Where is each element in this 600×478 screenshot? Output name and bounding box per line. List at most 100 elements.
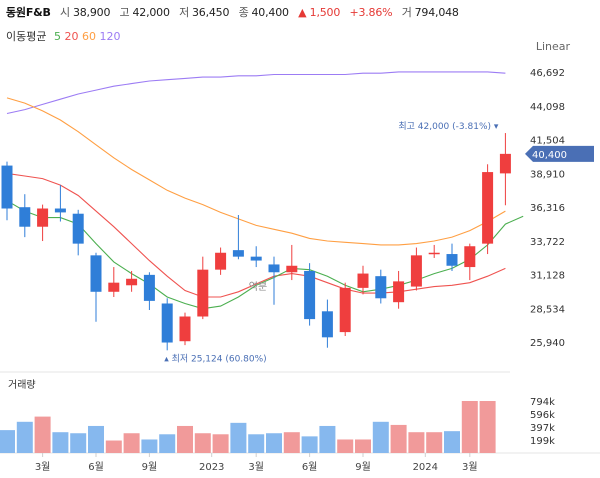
candle-body [250, 256, 262, 261]
volume-bar [123, 433, 140, 453]
low-label: 저 [179, 6, 189, 19]
y-tick-label: 41,504 [530, 136, 565, 147]
volume-bar [0, 430, 15, 453]
volume-bar [390, 424, 407, 453]
moving-average-legend[interactable]: 이동평균 5 20 60 120 [6, 28, 120, 44]
y-tick-label: 44,098 [530, 102, 565, 113]
volume-bar [212, 434, 229, 453]
low-value: 36,450 [191, 6, 230, 19]
x-tick-label: 9월 [355, 461, 371, 473]
volume-bar [355, 439, 371, 453]
ma-5: 5 [53, 30, 61, 43]
candle-body [428, 252, 440, 255]
volume-title: 거래량 [8, 379, 36, 391]
candle-body [90, 255, 102, 292]
candle-body [72, 213, 84, 244]
candle-body [482, 172, 494, 244]
candle-body [232, 250, 244, 257]
candle-body [268, 264, 280, 273]
ma20-line [6, 172, 506, 298]
volume-bar [230, 422, 247, 453]
stock-name: 동원F&B [6, 6, 51, 19]
candle-body [304, 270, 316, 320]
candle-body [357, 273, 369, 288]
candle-body [1, 165, 13, 209]
x-tick-label: 3월 [35, 461, 51, 473]
volume-bar [70, 433, 87, 453]
max-price-annotation: 최고 42,000 (-3.81%) ▾ [398, 121, 498, 132]
volume-label: 거 [401, 6, 412, 19]
volume-value: 794,048 [414, 6, 459, 19]
x-tick-label: 9월 [142, 461, 158, 473]
volume-bar [408, 432, 425, 453]
y-tick-label: 46,692 [530, 68, 565, 79]
y-tick-label: 28,534 [530, 304, 565, 315]
volume-tick-label: 199k [530, 436, 555, 447]
volume-bar [16, 421, 33, 453]
candle-body [54, 208, 66, 213]
close-value: 40,400 [251, 6, 289, 19]
volume-bar [283, 432, 300, 453]
x-tick-label: 6월 [88, 461, 104, 473]
change-value: ▲ 1,500 [298, 6, 341, 19]
volume-bar [444, 431, 460, 453]
volume-bar [372, 421, 389, 453]
ma-120: 120 [99, 30, 121, 43]
x-tick-label: 6월 [302, 461, 318, 473]
candle-body [37, 208, 49, 227]
last-price-marker [525, 145, 594, 162]
volume-bar [301, 436, 318, 453]
change-percent: +3.86% [349, 6, 393, 19]
candle-body [197, 269, 209, 317]
y-tick-label: 31,128 [530, 271, 565, 282]
x-tick-label: 3월 [248, 461, 264, 473]
candle-body [126, 278, 138, 286]
candle-body [464, 246, 476, 268]
candle-body [19, 207, 31, 227]
volume-bar [479, 401, 496, 453]
scale-mode-toggle[interactable]: Linear [535, 40, 570, 53]
volume-bar [426, 432, 443, 453]
ma120-line [6, 71, 506, 115]
volume-bar [461, 401, 478, 453]
ma-60: 60 [81, 30, 96, 43]
candle-body [446, 254, 458, 266]
candle-body [339, 287, 351, 333]
candle-body [499, 153, 511, 174]
stock-header: 동원F&B 시 38,900 고 42,000 저 36,450 종 40,400 ▲ … [6, 4, 465, 20]
x-tick-label: 3월 [462, 461, 478, 473]
candle-body [108, 282, 120, 292]
min-price-annotation: ▴ 최저 25,124 (60.80%) [164, 354, 267, 365]
candle-body [286, 265, 298, 273]
y-tick-label: 38,910 [530, 169, 565, 180]
volume-bar [34, 416, 51, 453]
y-tick-label: 25,940 [530, 338, 565, 349]
candle-body [410, 255, 422, 287]
ma-20: 20 [64, 30, 79, 43]
volume-bar [88, 425, 104, 453]
candle-body [161, 303, 173, 343]
candle-body [143, 274, 155, 301]
candle-body [179, 316, 191, 342]
candle-body [321, 311, 333, 338]
y-tick-label: 33,722 [530, 237, 565, 248]
volume-bar [319, 425, 336, 453]
volume-bar [248, 434, 265, 453]
candle-body [375, 276, 387, 299]
volume-bar [194, 433, 211, 453]
volume-bar [105, 440, 122, 453]
volume-bar [337, 439, 354, 453]
close-label: 종 [238, 6, 249, 19]
volume-bar [141, 439, 158, 453]
x-tick-label: 2023 [199, 462, 224, 473]
last-price-label: 40,400 [532, 150, 567, 161]
candle-body [215, 252, 227, 270]
cross-annotation: 역분 [249, 281, 267, 293]
ma-label: 이동평균 [6, 30, 47, 43]
volume-bar [159, 434, 176, 453]
x-tick-label: 2024 [413, 462, 438, 473]
open-value: 38,900 [72, 6, 111, 19]
volume-bar [177, 425, 193, 453]
high-label: 고 [119, 6, 130, 19]
